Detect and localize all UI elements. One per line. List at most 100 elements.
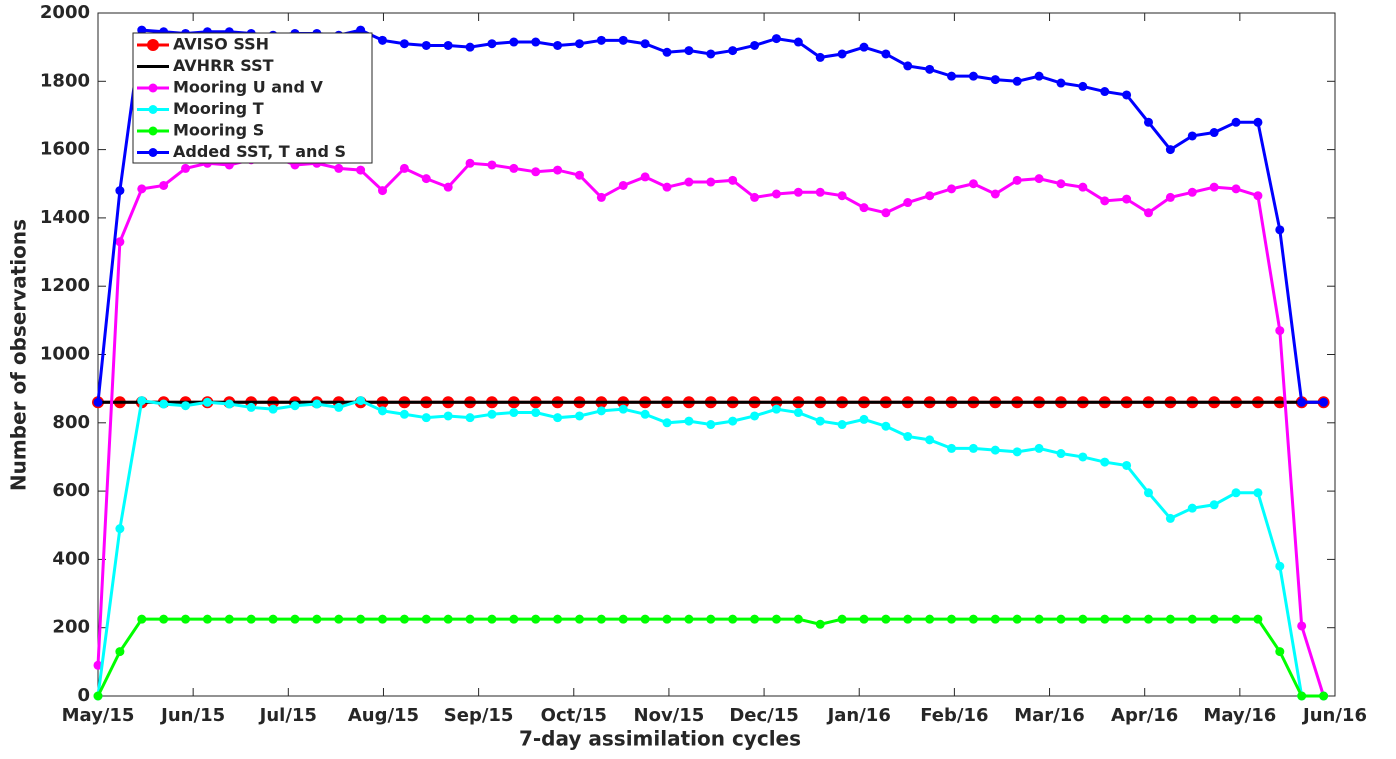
data-point [312,399,322,409]
data-point [771,189,781,199]
data-point [990,189,1000,199]
data-point [356,614,366,624]
data-point [925,191,935,201]
data-point [137,184,147,194]
data-point [553,40,563,50]
data-point [618,35,628,45]
data-point [509,408,519,418]
data-point [706,177,716,187]
data-point [1231,488,1241,498]
data-point [465,413,475,423]
data-point [881,208,891,218]
data-point [706,614,716,624]
data-point [1165,145,1175,155]
data-point [771,614,781,624]
y-tick-label: 0 [77,685,90,706]
data-point [246,402,256,412]
data-point [837,191,847,201]
data-point [137,25,147,35]
data-point [574,170,584,180]
legend-marker [148,83,158,93]
data-point [596,614,606,624]
data-point [421,614,431,624]
data-point [618,614,628,624]
data-point [1078,182,1088,192]
data-point [750,192,760,202]
x-tick-label: May/15 [62,705,135,726]
data-point [465,158,475,168]
data-point [1034,174,1044,184]
data-point [115,237,125,247]
data-point [421,413,431,423]
y-tick-label: 1400 [40,207,90,228]
data-point [1056,179,1066,189]
data-point [1078,614,1088,624]
data-point [1100,196,1110,206]
data-point [881,614,891,624]
data-point [1275,225,1285,235]
data-point [574,39,584,49]
data-point [662,614,672,624]
data-point [815,416,825,426]
y-tick-label: 2000 [40,2,90,23]
data-point [421,40,431,50]
data-point [159,399,169,409]
data-point [728,46,738,56]
data-point [662,47,672,57]
data-point [531,37,541,47]
legend-marker [147,39,159,51]
data-point [224,614,234,624]
data-point [202,614,212,624]
data-point [1012,76,1022,86]
data-point [531,408,541,418]
x-tick-label: Jul/15 [258,705,317,726]
data-point [356,165,366,175]
data-point [115,647,125,657]
data-point [137,614,147,624]
series-line [96,398,1324,698]
data-point [443,411,453,421]
data-point [487,39,497,49]
data-point [93,397,103,407]
data-point [159,180,169,190]
x-tick-label: Dec/15 [729,705,798,726]
data-point [968,614,978,624]
legend-label: Mooring T [173,99,264,118]
data-point [1187,614,1197,624]
legend-label: AVISO SSH [173,35,269,54]
data-point [837,614,847,624]
data-point [487,160,497,170]
y-tick-label: 1000 [40,344,90,365]
y-axis-label: Number of observations [7,219,31,491]
y-tick-label: 400 [52,548,90,569]
data-point [1253,488,1263,498]
data-point [881,421,891,431]
data-point [793,37,803,47]
data-point [1100,457,1110,467]
x-tick-label: May/16 [1203,705,1276,726]
data-point [1143,488,1153,498]
data-point [596,406,606,416]
data-point [1275,647,1285,657]
x-tick-label: Jan/16 [826,705,891,726]
data-point [1275,561,1285,571]
x-tick-label: Apr/16 [1111,705,1178,726]
data-point [509,37,519,47]
data-point [1012,614,1022,624]
data-point [1034,443,1044,453]
data-point [1122,194,1132,204]
data-point [1231,117,1241,127]
data-point [1253,614,1263,624]
legend-box [132,32,373,164]
y-tick-label: 1600 [40,139,90,160]
data-point [837,420,847,430]
data-point [421,174,431,184]
data-point [356,25,366,35]
data-point [771,34,781,44]
data-point [334,163,344,173]
data-point [531,614,541,624]
data-point [640,39,650,49]
series-line [96,617,1324,698]
data-point [1078,452,1088,462]
